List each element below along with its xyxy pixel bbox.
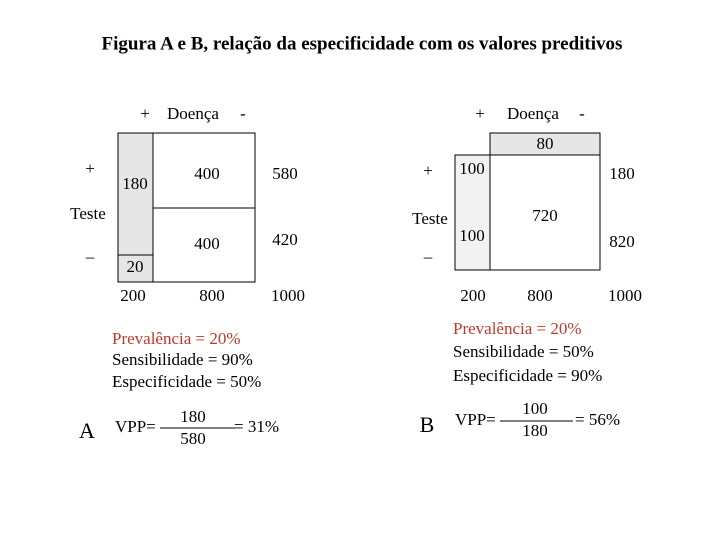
total: 1000 <box>608 286 642 305</box>
cell: 400 <box>194 164 220 183</box>
col-total: 200 <box>460 286 486 305</box>
row-minus: – <box>85 247 95 266</box>
panel-b: + Doença - + Teste – 100 100 80 720 180 … <box>412 104 642 440</box>
stat: Prevalência = 20% <box>112 329 241 348</box>
row-total: 580 <box>272 164 298 183</box>
col-minus: - <box>240 104 246 123</box>
cell: 100 <box>459 226 485 245</box>
row-plus: + <box>85 159 95 178</box>
result: = 31% <box>234 417 279 436</box>
row-label: Teste <box>70 204 106 223</box>
left-column <box>454 154 491 271</box>
total: 1000 <box>271 286 305 305</box>
gray-column <box>117 132 154 283</box>
col-total: 800 <box>527 286 553 305</box>
cell: 180 <box>122 174 148 193</box>
panel-a: + Doença - + Teste – 180 20 400 400 580 … <box>70 104 305 448</box>
cell: 720 <box>532 206 558 225</box>
title: Figura A e B, relação da especificidade … <box>102 33 623 54</box>
col-label: Doença <box>167 104 219 123</box>
stat: Sensibilidade = 90% <box>112 350 253 369</box>
stat: Especificidade = 50% <box>112 372 261 391</box>
row-plus: + <box>423 161 433 180</box>
stat: Especificidade = 90% <box>453 366 602 385</box>
row-total: 820 <box>609 232 635 251</box>
panel-letter: B <box>420 412 435 437</box>
cell: 80 <box>537 134 554 153</box>
row-total: 420 <box>272 230 298 249</box>
col-total: 200 <box>120 286 146 305</box>
formula-lhs: VPP= <box>455 410 496 429</box>
result: = 56% <box>575 410 620 429</box>
cell: 100 <box>459 159 485 178</box>
row-minus: – <box>423 247 433 266</box>
denominator: 580 <box>180 429 206 448</box>
col-plus: + <box>140 104 150 123</box>
col-label: Doença <box>507 104 559 123</box>
col-total: 800 <box>199 286 225 305</box>
col-minus: - <box>579 104 585 123</box>
cell: 20 <box>127 257 144 276</box>
stat: Sensibilidade = 50% <box>453 342 594 361</box>
cell: 400 <box>194 234 220 253</box>
col-plus: + <box>475 104 485 123</box>
formula-lhs: VPP= <box>115 417 156 436</box>
panel-letter: A <box>79 418 95 443</box>
numerator: 180 <box>180 407 206 426</box>
stat: Prevalência = 20% <box>453 319 582 338</box>
row-label: Teste <box>412 209 448 228</box>
denominator: 180 <box>522 421 548 440</box>
numerator: 100 <box>522 399 548 418</box>
row-total: 180 <box>609 164 635 183</box>
